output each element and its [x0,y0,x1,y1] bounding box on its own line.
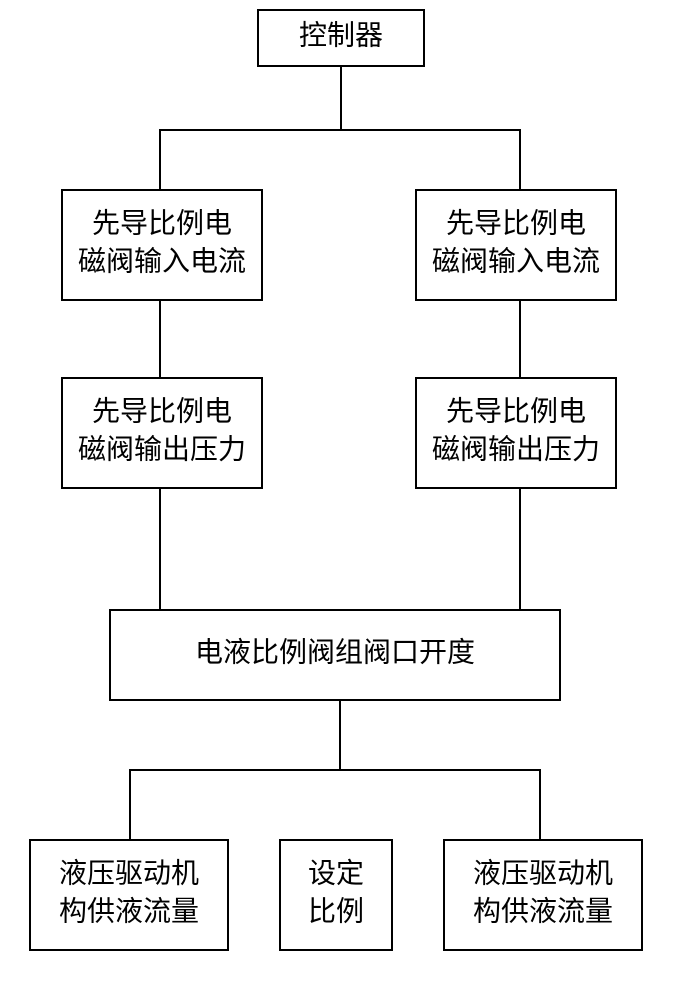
node-hydL-box [30,840,228,950]
node-ratio: 设定比例 [280,840,392,950]
node-inL-text-0: 先导比例电 [92,208,232,240]
node-inR: 先导比例电磁阀输入电流 [416,190,616,300]
node-outL-text-1: 磁阀输出压力 [78,433,246,465]
node-hydR: 液压驱动机构供液流量 [444,840,642,950]
edge-valve-hydL [130,700,340,840]
node-outR-text-1: 磁阀输出压力 [432,433,600,465]
node-inR-text-0: 先导比例电 [446,208,586,240]
node-ratio-text-1: 比例 [308,895,364,927]
node-hydL-text-0: 液压驱动机 [59,858,199,890]
node-hydR-text-1: 构供液流量 [473,895,613,927]
node-inL-box [62,190,262,300]
edge-valve-hydR [340,700,540,840]
node-inL-text-1: 磁阀输入电流 [78,245,246,277]
edge-ctrl-inR [341,66,520,190]
node-outR: 先导比例电磁阀输出压力 [416,378,616,488]
node-valve: 电液比例阀组阀口开度 [110,610,560,700]
node-hydR-box [444,840,642,950]
node-ratio-text-0: 设定 [308,858,364,890]
node-valve-text-0: 电液比例阀组阀口开度 [195,636,475,668]
node-outL-box [62,378,262,488]
node-inR-text-1: 磁阀输入电流 [432,245,600,277]
node-inR-box [416,190,616,300]
node-ratio-box [280,840,392,950]
node-ctrl-text-0: 控制器 [299,19,383,51]
node-outR-box [416,378,616,488]
node-hydR-text-0: 液压驱动机 [473,858,613,890]
node-hydL-text-1: 构供液流量 [59,895,199,927]
node-outR-text-0: 先导比例电 [446,396,586,428]
node-inL: 先导比例电磁阀输入电流 [62,190,262,300]
node-outL: 先导比例电磁阀输出压力 [62,378,262,488]
node-ctrl: 控制器 [258,10,424,66]
edge-ctrl-inL [160,66,341,190]
node-hydL: 液压驱动机构供液流量 [30,840,228,950]
nodes-group: 控制器先导比例电磁阀输入电流先导比例电磁阀输入电流先导比例电磁阀输出压力先导比例… [30,10,642,950]
node-outL-text-0: 先导比例电 [92,396,232,428]
